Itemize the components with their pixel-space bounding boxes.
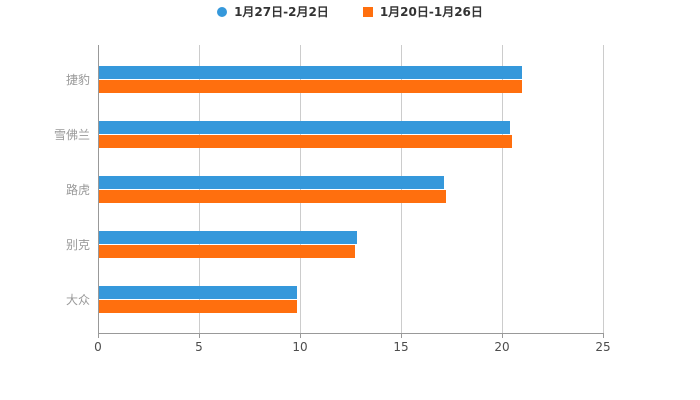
bar-group-大众 (99, 286, 603, 313)
category-label-别克: 别克 (65, 237, 90, 252)
bar-捷豹-1月20日-1月26日 (99, 80, 523, 93)
bar-大众-1月20日-1月26日 (99, 300, 297, 313)
legend-circle-marker-icon (217, 7, 228, 17)
bar-路虎-1月27日-2月2日 (99, 176, 444, 189)
bar-别克-1月27日-2月2日 (99, 231, 358, 244)
x-tick-label: 25 (595, 340, 611, 354)
x-tick-label: 20 (494, 340, 510, 354)
bar-大众-1月27日-2月2日 (99, 286, 297, 299)
x-axis-tick (502, 333, 503, 338)
x-axis-tick (603, 333, 604, 338)
bar-group-捷豹 (99, 66, 603, 93)
x-axis-tick (300, 333, 301, 338)
bar-雪佛兰-1月27日-2月2日 (99, 121, 511, 134)
bar-group-别克 (99, 231, 603, 258)
legend-square-marker-icon (362, 7, 373, 17)
x-axis-tick (199, 333, 200, 338)
gridline (401, 45, 402, 333)
x-axis-tick (98, 333, 99, 338)
bar-雪佛兰-1月20日-1月26日 (99, 135, 513, 148)
gridline (199, 45, 200, 333)
x-tick-label: 15 (393, 340, 409, 354)
bar-group-雪佛兰 (99, 121, 603, 148)
legend-item-week-jan27-feb2[interactable]: 1月27日-2月2日 (217, 5, 329, 19)
legend-label: 1月27日-2月2日 (234, 5, 329, 19)
category-label-路虎: 路虎 (65, 182, 90, 197)
x-tick-label: 10 (292, 340, 308, 354)
plot-area (98, 45, 604, 338)
legend: 1月27日-2月2日 1月20日-1月26日 (0, 4, 700, 20)
gridline (502, 45, 503, 333)
legend-label: 1月20日-1月26日 (379, 5, 483, 19)
bar-路虎-1月20日-1月26日 (99, 190, 446, 203)
x-axis-tick (401, 333, 402, 338)
gridline (300, 45, 301, 333)
x-axis-line (98, 333, 603, 334)
category-label-雪佛兰: 雪佛兰 (53, 127, 90, 142)
gridline (603, 45, 604, 333)
bar-别克-1月20日-1月26日 (99, 245, 356, 258)
y-axis-line (98, 45, 99, 333)
x-tick-label: 5 (195, 340, 203, 354)
category-label-捷豹: 捷豹 (65, 72, 90, 87)
bar-group-路虎 (99, 176, 603, 203)
category-label-大众: 大众 (65, 292, 90, 307)
x-tick-label: 0 (94, 340, 102, 354)
bar-捷豹-1月27日-2月2日 (99, 66, 523, 79)
legend-item-week-jan20-jan26[interactable]: 1月20日-1月26日 (362, 5, 483, 19)
